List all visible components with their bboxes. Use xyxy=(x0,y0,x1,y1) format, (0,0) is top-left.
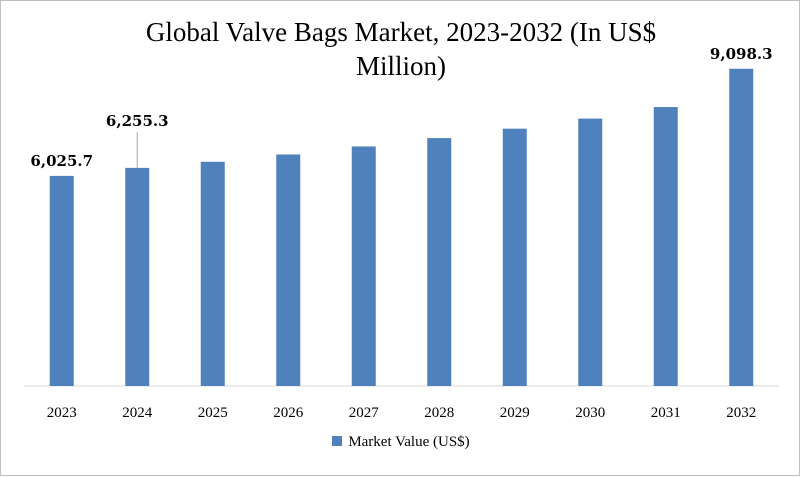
bar-2024 xyxy=(125,167,150,386)
x-tick-label-2023: 2023 xyxy=(47,405,77,421)
x-tick-label-2030: 2030 xyxy=(575,405,605,421)
chart-title-line-2: Million) xyxy=(355,51,446,81)
x-tick-label-2026: 2026 xyxy=(273,405,304,421)
x-tick-label-2025: 2025 xyxy=(198,405,228,421)
bar-2027 xyxy=(351,146,376,386)
bar-2023 xyxy=(49,175,74,386)
chart-title-line-1: Global Valve Bags Market, 2023-2032 (In … xyxy=(145,17,657,47)
x-tick-label-2027: 2027 xyxy=(349,405,380,421)
bar-2025 xyxy=(200,161,225,386)
bar-2029 xyxy=(502,128,527,386)
bar-2028 xyxy=(427,138,452,386)
bar-2026 xyxy=(276,154,301,386)
legend: Market Value (US$) xyxy=(1,434,800,451)
legend-label: Market Value (US$) xyxy=(348,434,470,450)
chart-title: Global Valve Bags Market, 2023-2032 (In … xyxy=(1,15,800,83)
bar-2031 xyxy=(653,107,678,386)
x-tick-label-2024: 2024 xyxy=(122,405,153,421)
x-tick-label-2032: 2032 xyxy=(726,405,756,421)
bar-2032 xyxy=(729,68,754,386)
data-label-2023: 6,025.7 xyxy=(30,152,93,170)
data-label-2032: 9,098.3 xyxy=(710,45,773,63)
legend-swatch xyxy=(332,436,343,446)
data-label-2024: 6,255.3 xyxy=(106,112,169,130)
x-tick-label-2031: 2031 xyxy=(651,405,681,421)
bar-2030 xyxy=(578,118,603,387)
x-tick-label-2029: 2029 xyxy=(500,405,530,421)
x-tick-label-2028: 2028 xyxy=(424,405,454,421)
